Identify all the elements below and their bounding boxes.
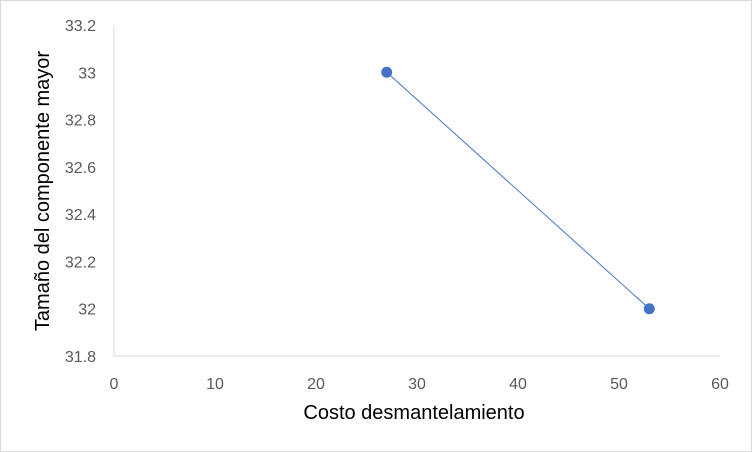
y-tick-label: 32.6 bbox=[65, 160, 96, 177]
x-tick-label: 50 bbox=[610, 376, 628, 393]
y-tick-label: 32.4 bbox=[65, 207, 96, 224]
series-line bbox=[386, 71, 650, 310]
x-tick-label: 10 bbox=[206, 376, 224, 393]
y-tick-label: 31.8 bbox=[65, 349, 96, 366]
y-tick-label: 33.2 bbox=[65, 18, 96, 35]
x-tick-label: 30 bbox=[408, 376, 426, 393]
y-tick-label: 32.2 bbox=[65, 254, 96, 271]
data-point bbox=[643, 303, 655, 315]
y-tick-label: 32 bbox=[78, 302, 96, 319]
x-axis-title: Costo desmantelamiento bbox=[303, 402, 524, 424]
x-tick-labels: 0 10 20 30 40 50 60 bbox=[110, 376, 729, 393]
x-tick-label: 60 bbox=[711, 376, 729, 393]
series-layer bbox=[381, 66, 655, 315]
y-tick-label: 32.8 bbox=[65, 113, 96, 130]
y-axis-title: Tamaño del componente mayor bbox=[32, 51, 54, 331]
x-tick-label: 20 bbox=[307, 376, 325, 393]
x-tick-label: 0 bbox=[110, 376, 119, 393]
y-tick-labels: 31.8 32 32.2 32.4 32.6 32.8 33 33.2 bbox=[65, 18, 96, 366]
x-tick-label: 40 bbox=[509, 376, 527, 393]
data-point bbox=[381, 66, 393, 78]
y-tick-label: 33 bbox=[78, 65, 96, 82]
